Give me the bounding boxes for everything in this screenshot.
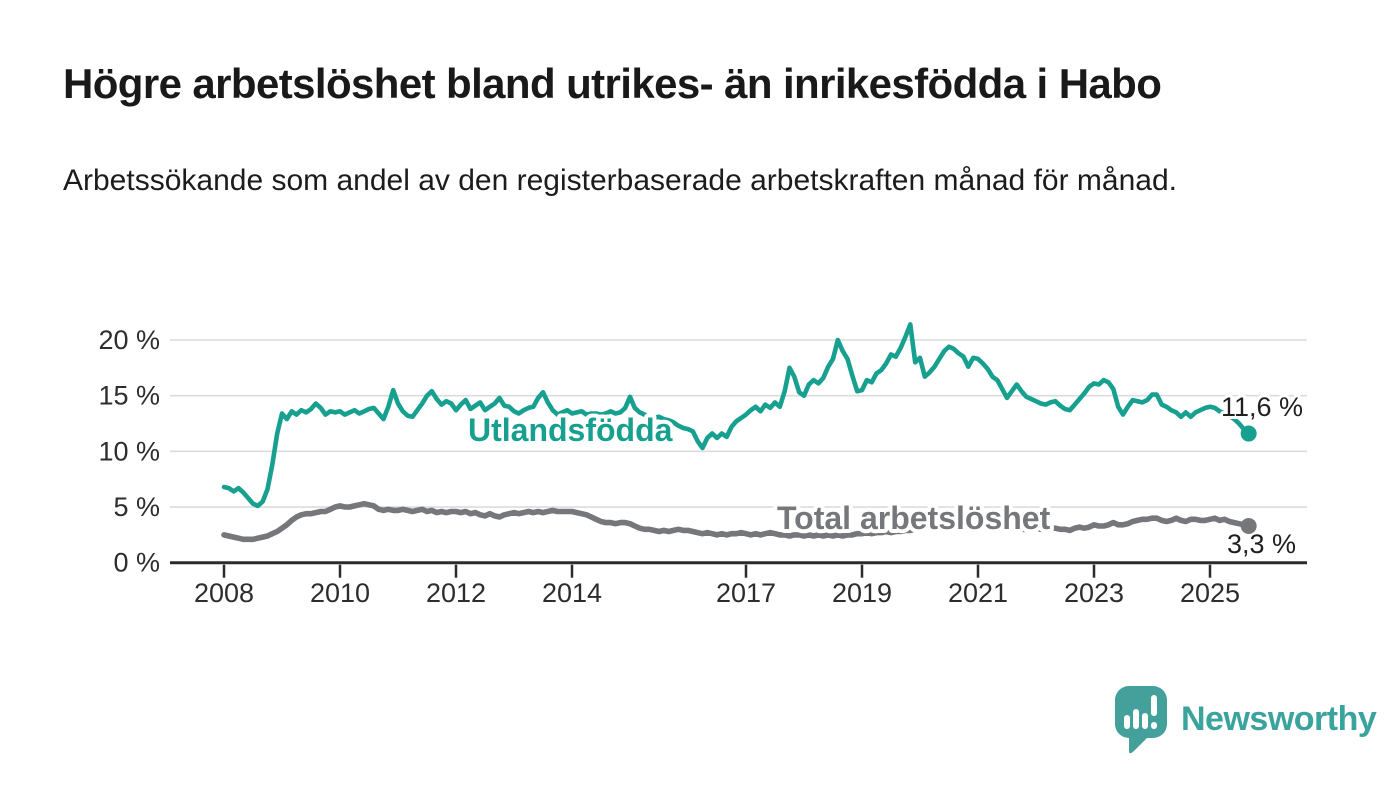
y-axis-label: 10 % [98, 436, 160, 466]
series-label-utlandsfodda: Utlandsfödda [468, 412, 673, 448]
newsworthy-logo: Newsworthy [1112, 682, 1377, 756]
y-axis-label: 15 % [98, 381, 160, 411]
y-axis-label: 0 % [113, 548, 160, 578]
chart-subtitle: Arbetssökande som andel av den registerb… [63, 164, 1177, 197]
x-axis-label: 2010 [310, 578, 370, 608]
end-value-label: 11,6 % [1221, 392, 1303, 422]
end-point-marker [1240, 517, 1257, 534]
series-label-total: Total arbetslöshet [777, 500, 1051, 536]
x-axis-label: 2014 [542, 578, 602, 608]
x-axis-label: 2008 [194, 578, 254, 608]
x-axis-label: 2025 [1180, 578, 1240, 608]
newsworthy-logo-text: Newsworthy [1181, 699, 1377, 738]
y-axis-label: 20 % [98, 325, 160, 355]
newsworthy-logo-icon [1115, 686, 1167, 754]
y-axis-label: 5 % [113, 492, 160, 522]
x-axis-label: 2023 [1064, 578, 1124, 608]
x-axis-label: 2019 [832, 578, 892, 608]
end-value-label: 3,3 % [1227, 529, 1296, 559]
total-line [221, 500, 1252, 543]
end-point-marker [1240, 425, 1257, 442]
chart-title: Högre arbetslöshet bland utrikes- än inr… [63, 60, 1162, 107]
x-axis-label: 2012 [426, 578, 486, 608]
utlandsfodda-line [221, 322, 1251, 509]
x-axis-label: 2021 [948, 578, 1008, 608]
x-axis-label: 2017 [716, 578, 776, 608]
